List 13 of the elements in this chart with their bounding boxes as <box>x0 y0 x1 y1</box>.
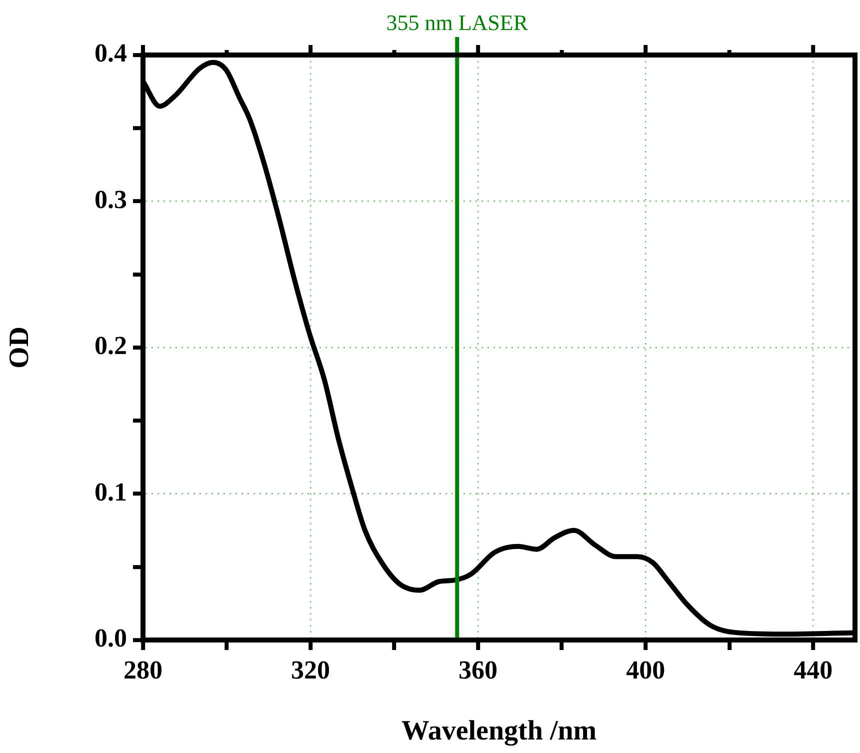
x-tick-label: 400 <box>626 655 666 684</box>
x-tick-label: 360 <box>458 655 498 684</box>
x-tick-label: 440 <box>794 655 833 684</box>
y-axis-title: OD <box>4 326 36 368</box>
y-tick-label: 0.2 <box>94 331 127 360</box>
x-tick-label: 280 <box>124 655 162 684</box>
y-tick-label: 0.4 <box>94 38 127 68</box>
y-tick-label: 0.0 <box>94 624 127 653</box>
x-axis-title: Wavelength /nm <box>401 715 597 746</box>
y-tick-label: 0.3 <box>94 184 127 214</box>
x-tick-label: 320 <box>291 655 330 684</box>
y-tick-label: 0.1 <box>94 477 127 506</box>
ref-line-label: 355 nm LASER <box>386 10 528 35</box>
